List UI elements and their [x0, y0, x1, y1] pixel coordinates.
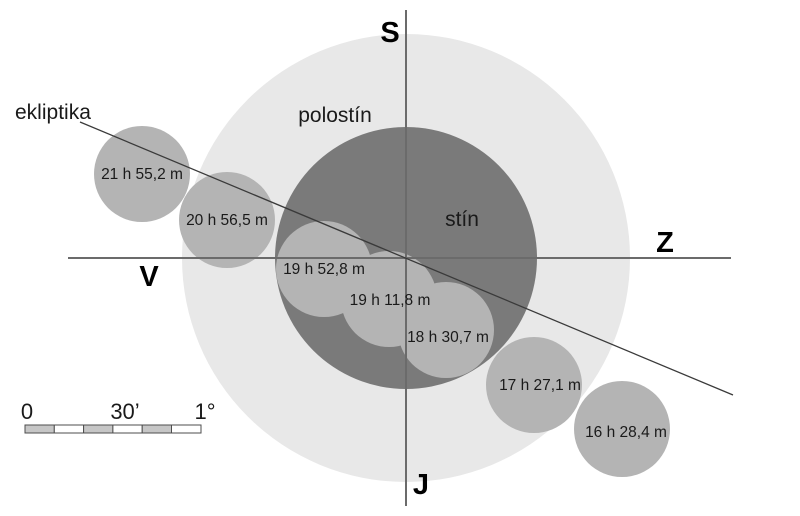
scale-bar: 0 30’ 1°: [21, 399, 216, 434]
compass-south-label: J: [413, 469, 429, 501]
moon-time-labels: 21 h 55,2 m 20 h 56,5 m 19 h 52,8 m 19 h…: [101, 166, 667, 441]
moon-time-mid: 19 h 11,8 m: [350, 292, 431, 309]
scale-bar-segment-6: [171, 424, 202, 434]
moon-time-u2: 18 h 30,7 m: [407, 329, 489, 346]
umbra-label: stín: [445, 208, 479, 231]
moon-circle-u1: [486, 337, 582, 433]
scale-bar-segment-2: [53, 424, 85, 434]
compass-east-label: V: [139, 261, 159, 293]
penumbra-label: polostín: [298, 104, 372, 127]
ecliptic-line: [79, 121, 734, 396]
moon-time-p1: 16 h 28,4 m: [585, 424, 667, 441]
compass-north-label: S: [380, 17, 399, 49]
moon-circle-u4: [179, 172, 275, 268]
moon-path-group: [94, 126, 670, 477]
moon-circle-p1: [574, 381, 670, 477]
scale-bar-segment-5: [141, 424, 172, 434]
moon-circle-p4: [94, 126, 190, 222]
moon-time-u3: 19 h 52,8 m: [283, 261, 365, 278]
moon-circle-u2: [398, 282, 494, 378]
scale-bar-segment-4: [112, 424, 143, 434]
scale-label-end: 1°: [194, 399, 215, 424]
scale-bar-segment-3: [83, 424, 114, 434]
scale-label-zero: 0: [21, 399, 33, 424]
moon-time-u4: 20 h 56,5 m: [186, 212, 268, 229]
compass-west-label: Z: [656, 227, 674, 259]
scale-bar-segment-1: [24, 424, 55, 434]
moon-time-u1: 17 h 27,1 m: [499, 377, 581, 394]
moon-time-p4: 21 h 55,2 m: [101, 166, 183, 183]
ecliptic-label: ekliptika: [15, 101, 91, 124]
scale-label-middle: 30’: [110, 399, 139, 424]
